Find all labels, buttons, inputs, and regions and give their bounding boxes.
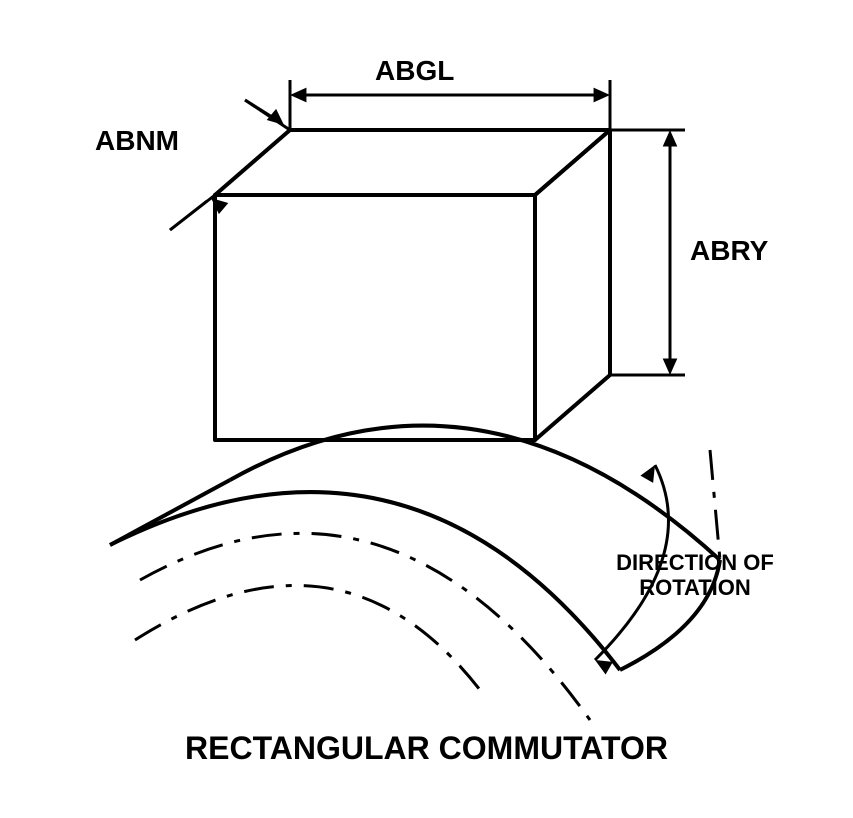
diagram-container: ABNM ABGL ABRY DIRECTION OF ROTATION REC… xyxy=(0,0,853,818)
label-abgl: ABGL xyxy=(375,55,454,87)
label-abry: ABRY xyxy=(690,235,768,267)
diagram-svg xyxy=(0,0,853,818)
label-abnm: ABNM xyxy=(95,125,179,157)
label-rotation-line2: ROTATION xyxy=(639,575,751,600)
label-rotation: DIRECTION OF ROTATION xyxy=(595,550,795,601)
label-rotation-line1: DIRECTION OF xyxy=(616,550,774,575)
diagram-title: RECTANGULAR COMMUTATOR xyxy=(0,730,853,767)
